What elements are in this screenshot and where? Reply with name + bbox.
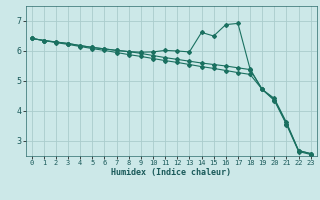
X-axis label: Humidex (Indice chaleur): Humidex (Indice chaleur) — [111, 168, 231, 177]
